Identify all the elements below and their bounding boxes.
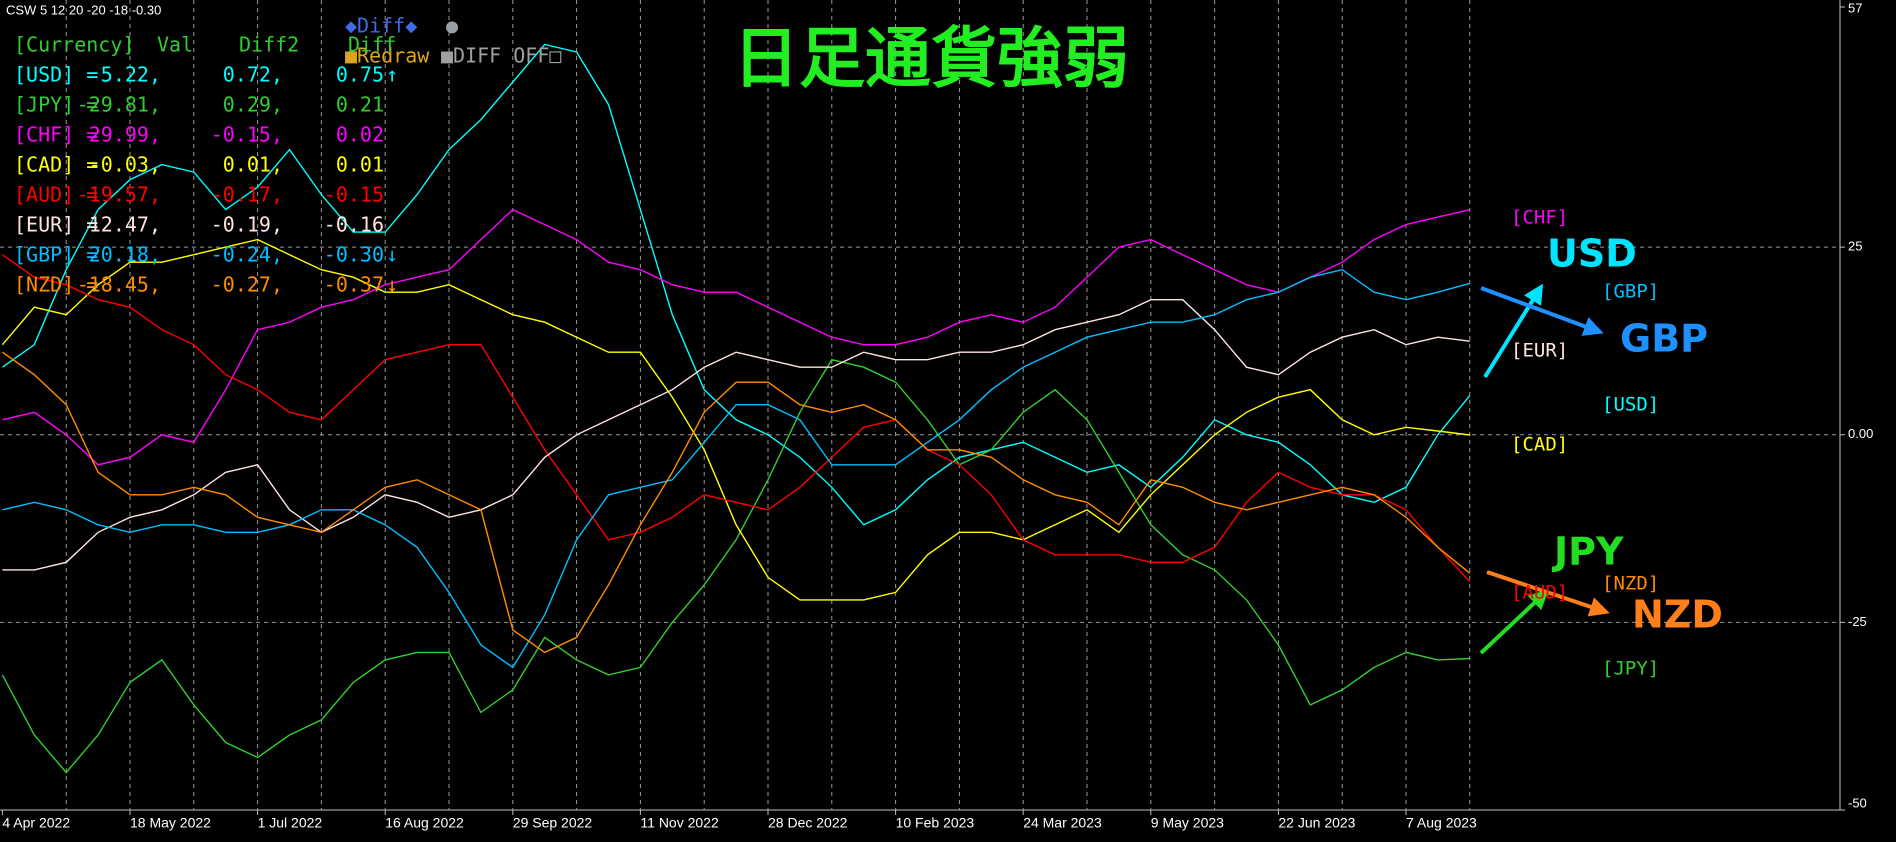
panel-label: [JPY] = xyxy=(14,93,98,117)
panel-value: -0.03, xyxy=(89,153,161,177)
panel-label: [CHF] = xyxy=(14,123,98,147)
series-line xyxy=(1,351,1471,654)
side-label: [GBP] xyxy=(1602,281,1659,303)
annotation: USD xyxy=(1547,232,1637,276)
panel-diff: 0.01 xyxy=(336,153,384,177)
x-tick-label: 1 Jul 2022 xyxy=(258,815,323,831)
panel-label: [USD] = xyxy=(14,63,98,87)
x-tick-label: 18 May 2022 xyxy=(130,815,211,831)
panel-diff2: 0.72, xyxy=(223,63,283,87)
arrow xyxy=(1479,589,1549,655)
annotation: JPY xyxy=(1551,530,1624,574)
x-tick-label: 7 Aug 2023 xyxy=(1406,815,1477,831)
side-label: [EUR] xyxy=(1511,340,1568,362)
panel-header: Diff xyxy=(348,33,396,57)
panel-diff2: -0.27, xyxy=(211,273,283,297)
panel-diff2: 0.01, xyxy=(223,153,283,177)
header-text: CSW 5 12 20 -20 -18 -0.30 xyxy=(6,2,161,17)
panel-header: Diff2 xyxy=(239,33,299,57)
series-line xyxy=(1,254,1471,583)
arrow xyxy=(1483,283,1544,379)
side-label: [NZD] xyxy=(1602,573,1659,595)
grid: -50 -25 0.00 25 57 4 Apr 2022 18 May 2022 1 Jul… xyxy=(0,0,1873,831)
panel-arrow: ↓ xyxy=(386,243,398,267)
series-line xyxy=(1,238,1470,601)
x-tick-label: 29 Sep 2022 xyxy=(513,815,593,831)
x-tick-label: 24 Mar 2023 xyxy=(1023,815,1102,831)
panel-diff: -0.30 xyxy=(324,243,384,267)
series-line xyxy=(1,358,1470,774)
side-label: [AUD] xyxy=(1511,582,1568,604)
y-tick-label: -25 xyxy=(1848,614,1867,629)
panel-diff2: 0.29, xyxy=(223,93,283,117)
series-line xyxy=(1,43,1471,526)
panel-diff: 0.75 xyxy=(336,63,384,87)
x-tick-label: 22 Jun 2023 xyxy=(1278,815,1355,831)
panel-label: [NZD] = xyxy=(14,273,98,297)
side-label: [CHF] xyxy=(1511,207,1568,229)
panel-diff: -0.15 xyxy=(324,183,384,207)
panel-arrow: ↓ xyxy=(386,273,398,297)
panel-value: -18.45, xyxy=(77,273,161,297)
chart-title: 日足通貨強弱 xyxy=(733,20,1129,97)
panel-value: 29.99, xyxy=(89,123,161,147)
button[interactable]: ■Redraw xyxy=(345,44,430,68)
arrow xyxy=(1480,286,1604,336)
panel-header: [Currency] xyxy=(14,33,134,57)
series-line xyxy=(2,299,1470,571)
panel-label: [AUD] = xyxy=(14,183,98,207)
button[interactable]: ◆Diff◆ xyxy=(345,14,417,38)
lines xyxy=(1,43,1471,774)
panel-value: 5.22, xyxy=(101,63,161,87)
arrow xyxy=(1486,570,1610,617)
x-tick-label: 11 Nov 2022 xyxy=(640,815,719,831)
panel-value: 12.47, xyxy=(89,213,161,237)
panel-diff: 0.02 xyxy=(336,123,384,147)
button[interactable]: ■DIFF OFF□ xyxy=(441,44,561,68)
panel-diff2: -0.15, xyxy=(211,123,283,147)
annotation: GBP xyxy=(1620,317,1708,361)
series-line xyxy=(2,268,1470,669)
series-line xyxy=(2,208,1470,466)
panel-label: [EUR] = xyxy=(14,213,98,237)
y-tick-label: 57 xyxy=(1848,0,1862,15)
panel-arrow: ↑ xyxy=(386,63,398,87)
panel-label: [CAD] = xyxy=(14,153,98,177)
panel-header: Val xyxy=(157,33,193,57)
panel-value: -29.81, xyxy=(77,93,161,117)
panel-label: [GBP] = xyxy=(14,243,98,267)
y-tick-label: 0.00 xyxy=(1848,426,1873,441)
overlay: CSW 5 12 20 -20 -18 -0.30 日足通貨強弱 ◆Diff◆ … xyxy=(6,2,1723,679)
panel-diff2: -0.17, xyxy=(211,183,283,207)
side-label: [USD] xyxy=(1602,394,1659,416)
x-tick-label: 16 Aug 2022 xyxy=(385,815,464,831)
x-tick-label: 9 May 2023 xyxy=(1151,815,1224,831)
panel-value: -19.57, xyxy=(77,183,161,207)
annotation: NZD xyxy=(1632,593,1723,637)
side-label: [JPY] xyxy=(1602,658,1659,680)
panel-diff: -0.37 xyxy=(324,273,384,297)
x-tick-label: 10 Feb 2023 xyxy=(896,815,975,831)
x-tick-label: 28 Dec 2022 xyxy=(768,815,848,831)
panel-value: 20.18, xyxy=(89,243,161,267)
y-tick-label: 25 xyxy=(1848,239,1862,254)
panel-diff2: -0.19, xyxy=(211,213,283,237)
y-tick-label: -50 xyxy=(1848,795,1867,810)
panel-diff2: -0.24, xyxy=(211,243,283,267)
x-tick-label: 4 Apr 2022 xyxy=(2,815,70,831)
side-label: [CAD] xyxy=(1511,434,1568,456)
button[interactable]: ● xyxy=(446,14,458,38)
panel-diff: 0.21 xyxy=(336,93,384,117)
panel-diff: -0.16 xyxy=(324,213,384,237)
